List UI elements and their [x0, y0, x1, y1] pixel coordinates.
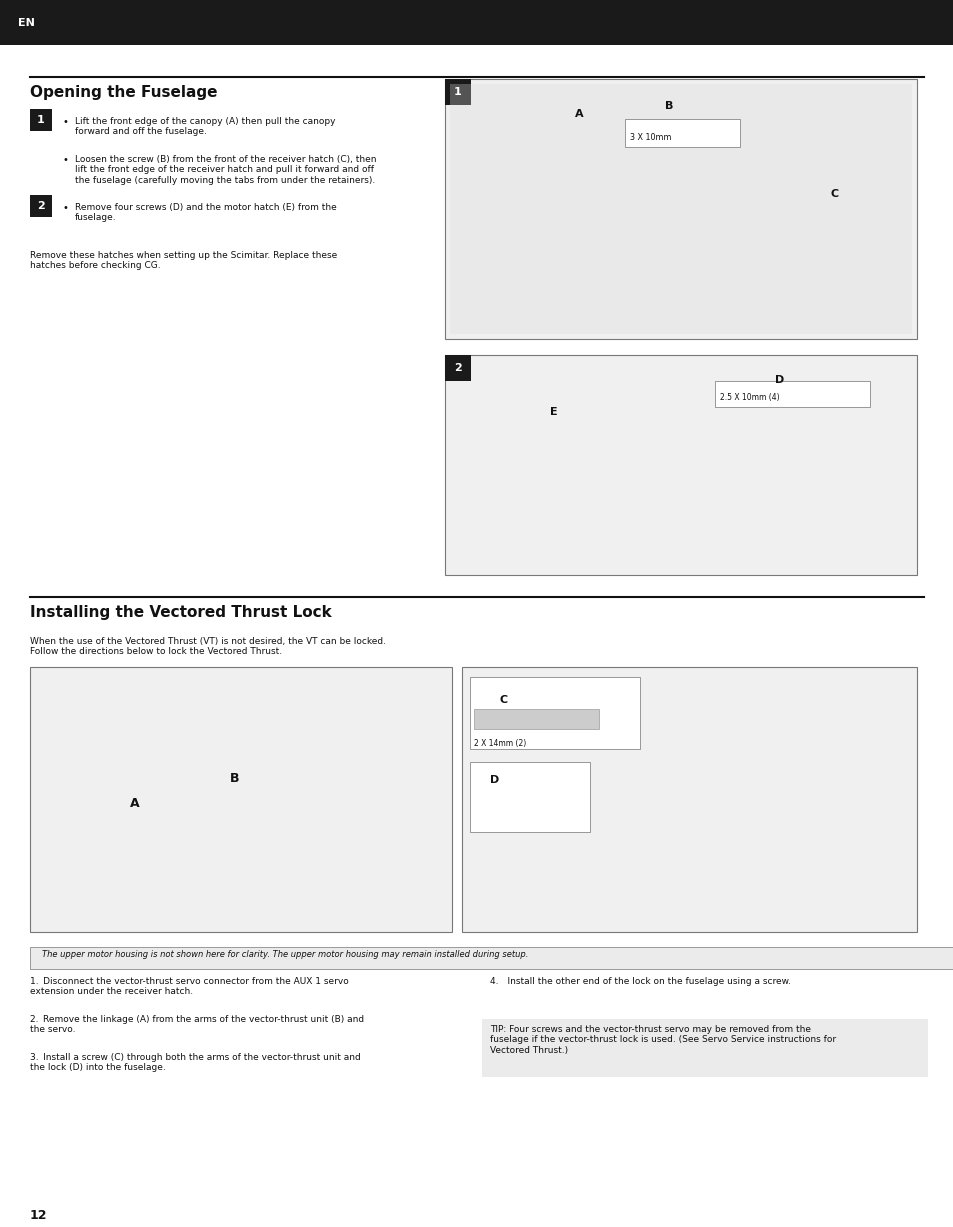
- Text: A: A: [575, 109, 583, 119]
- Text: 3 X 10mm: 3 X 10mm: [629, 133, 671, 142]
- Bar: [30, 667, 452, 933]
- Bar: [461, 667, 916, 933]
- Text: A: A: [130, 798, 139, 810]
- Text: C: C: [499, 694, 508, 706]
- Text: B: B: [230, 772, 239, 785]
- Bar: [714, 382, 869, 407]
- Text: Opening the Fuselage: Opening the Fuselage: [30, 85, 217, 99]
- Text: 1: 1: [454, 87, 461, 97]
- Text: When the use of the Vectored Thrust (VT) is not desired, the VT can be locked.
F: When the use of the Vectored Thrust (VT)…: [30, 637, 386, 656]
- Text: Loosen the screw (B) from the front of the receiver hatch (C), then
lift the fro: Loosen the screw (B) from the front of t…: [75, 155, 376, 185]
- Bar: [470, 677, 639, 748]
- Text: TIP: Four screws and the vector-thrust servo may be removed from the
fuselage if: TIP: Four screws and the vector-thrust s…: [490, 1025, 835, 1055]
- Bar: [624, 119, 740, 147]
- Text: 2.5 X 10mm (4): 2.5 X 10mm (4): [720, 393, 779, 402]
- Text: 3. Install a screw (C) through both the arms of the vector-thrust unit and
the l: 3. Install a screw (C) through both the …: [30, 1053, 360, 1072]
- Text: EN: EN: [18, 17, 35, 27]
- Text: E: E: [550, 407, 558, 417]
- Bar: [444, 355, 471, 382]
- Bar: [481, 1018, 927, 1077]
- Text: 2: 2: [37, 201, 45, 211]
- Text: •: •: [62, 155, 68, 164]
- Text: 2: 2: [454, 363, 461, 373]
- Bar: [0, 0, 953, 45]
- Bar: [30, 195, 52, 217]
- Bar: [474, 709, 598, 729]
- Bar: [30, 109, 52, 131]
- Text: 1: 1: [37, 115, 45, 125]
- Text: B: B: [664, 101, 673, 110]
- Bar: [444, 79, 471, 106]
- Text: 4.  Install the other end of the lock on the fuselage using a screw.: 4. Install the other end of the lock on …: [490, 977, 790, 987]
- Text: D: D: [490, 775, 498, 785]
- Text: •: •: [62, 202, 68, 213]
- Text: Remove these hatches when setting up the Scimitar. Replace these
hatches before : Remove these hatches when setting up the…: [30, 252, 337, 270]
- Text: Remove four screws (D) and the motor hatch (E) from the
fuselage.: Remove four screws (D) and the motor hat…: [75, 202, 336, 222]
- Text: •: •: [62, 117, 68, 128]
- Bar: [450, 83, 911, 334]
- Text: 12: 12: [30, 1209, 48, 1222]
- Bar: [444, 79, 916, 339]
- Bar: [470, 762, 589, 832]
- Bar: [444, 355, 916, 575]
- Text: 1. Disconnect the vector-thrust servo connector from the AUX 1 servo
extension u: 1. Disconnect the vector-thrust servo co…: [30, 977, 349, 996]
- Text: Installing the Vectored Thrust Lock: Installing the Vectored Thrust Lock: [30, 605, 332, 620]
- Bar: [30, 947, 953, 969]
- Text: The upper motor housing is not shown here for clarity. The upper motor housing m: The upper motor housing is not shown her…: [42, 950, 528, 960]
- Text: D: D: [774, 375, 783, 385]
- Text: 2 X 14mm (2): 2 X 14mm (2): [474, 739, 526, 748]
- Text: 2. Remove the linkage (A) from the arms of the vector-thrust unit (B) and
the se: 2. Remove the linkage (A) from the arms …: [30, 1015, 364, 1034]
- Text: Lift the front edge of the canopy (A) then pull the canopy
forward and off the f: Lift the front edge of the canopy (A) th…: [75, 117, 335, 136]
- Text: C: C: [829, 189, 838, 199]
